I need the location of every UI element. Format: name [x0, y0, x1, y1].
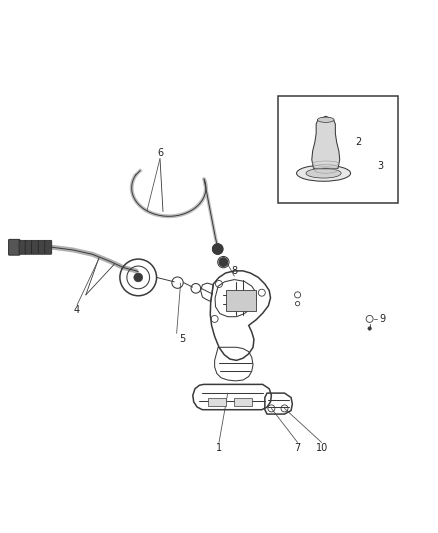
Polygon shape — [312, 116, 340, 168]
Ellipse shape — [297, 165, 350, 181]
Text: 5: 5 — [179, 334, 185, 344]
Circle shape — [212, 244, 223, 254]
Circle shape — [368, 327, 371, 330]
Circle shape — [134, 273, 143, 282]
Bar — [234, 398, 252, 406]
Text: 1: 1 — [216, 443, 222, 453]
FancyBboxPatch shape — [45, 240, 52, 254]
Ellipse shape — [306, 168, 341, 178]
Bar — [208, 398, 226, 406]
Bar — [226, 290, 256, 311]
Circle shape — [219, 258, 228, 266]
Ellipse shape — [318, 117, 334, 123]
FancyBboxPatch shape — [25, 240, 32, 254]
Text: 2: 2 — [356, 137, 362, 147]
FancyBboxPatch shape — [32, 240, 39, 254]
Text: 8: 8 — [231, 266, 237, 276]
Text: 10: 10 — [315, 443, 328, 453]
FancyBboxPatch shape — [9, 239, 20, 255]
Bar — [278, 96, 398, 203]
Text: 3: 3 — [378, 161, 384, 171]
Text: 9: 9 — [380, 314, 386, 324]
Text: 7: 7 — [294, 443, 301, 453]
Text: 6: 6 — [157, 148, 163, 158]
Text: 4: 4 — [74, 305, 80, 315]
FancyBboxPatch shape — [38, 240, 45, 254]
FancyBboxPatch shape — [19, 240, 26, 254]
